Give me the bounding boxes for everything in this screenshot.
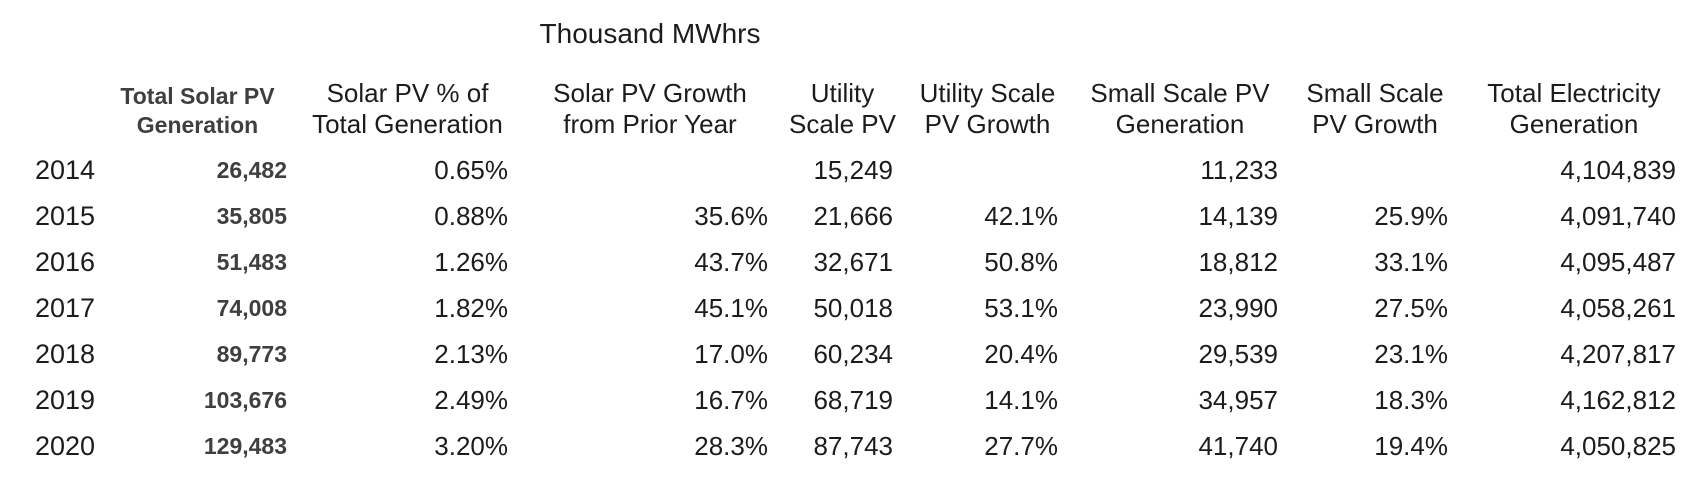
solar-pv-pct-of-total-cell: 0.88% xyxy=(434,200,508,231)
header-solar-pv-pct-of-total: Solar PV % of Total Generation xyxy=(312,78,503,139)
total-solar-pv-generation-cell: 103,676 xyxy=(203,386,287,413)
small-scale-pv-growth-cell: 19.4% xyxy=(1374,430,1448,461)
solar-pv-pct-of-total-cell: 1.82% xyxy=(434,292,508,323)
total-electricity-generation-cell: 4,095,487 xyxy=(1560,246,1676,277)
solar-pv-pct-of-total-cell: 3.20% xyxy=(434,430,508,461)
header-solar-pv-growth-prior-year: Solar PV Growth from Prior Year xyxy=(553,78,747,139)
header-total-solar-pv-generation: Total Solar PV Generation xyxy=(120,83,275,138)
data-table: Total Solar PV Generation Solar PV % of … xyxy=(0,50,1688,469)
utility-scale-pv-growth-cell xyxy=(905,147,1070,193)
table-row: 2018 89,773 2.13% 17.0% 60,234 20.4% 29,… xyxy=(0,331,1688,377)
small-scale-pv-generation-cell: 23,990 xyxy=(1198,292,1278,323)
table-row: 2019 103,676 2.49% 16.7% 68,719 14.1% 34… xyxy=(0,377,1688,423)
solar-pv-pct-of-total-cell: 2.13% xyxy=(434,338,508,369)
small-scale-pv-generation-cell: 14,139 xyxy=(1198,200,1278,231)
header-utility-scale-pv-growth: Utility Scale PV Growth xyxy=(919,78,1056,139)
solar-pv-pct-of-total-cell: 2.49% xyxy=(434,384,508,415)
small-scale-pv-generation-cell: 11,233 xyxy=(1200,154,1278,185)
solar-pv-growth-prior-year-cell: 45.1% xyxy=(694,292,768,323)
total-electricity-generation-cell: 4,104,839 xyxy=(1560,154,1676,185)
total-solar-pv-generation-cell: 51,483 xyxy=(216,248,287,275)
utility-scale-pv-growth-cell: 27.7% xyxy=(984,430,1058,461)
small-scale-pv-growth-cell: 27.5% xyxy=(1374,292,1448,323)
utility-scale-pv-growth-cell: 20.4% xyxy=(984,338,1058,369)
small-scale-pv-generation-cell: 41,740 xyxy=(1198,430,1278,461)
small-scale-pv-growth-cell: 23.1% xyxy=(1374,338,1448,369)
table-body: 2014 26,482 0.65% 15,249 11,233 4,104,83… xyxy=(0,147,1688,469)
utility-scale-pv-growth-cell: 14.1% xyxy=(984,384,1058,415)
year-cell: 2015 xyxy=(35,200,96,231)
table-title: Thousand MWhrs xyxy=(539,18,761,49)
header-utility-scale-pv: Utility Scale PV xyxy=(789,78,896,139)
total-solar-pv-generation-cell: 35,805 xyxy=(216,202,287,229)
year-cell: 2016 xyxy=(35,246,96,277)
solar-pv-growth-prior-year-cell xyxy=(520,147,780,193)
header-small-scale-pv-generation: Small Scale PV Generation xyxy=(1090,78,1270,139)
total-solar-pv-generation-cell: 74,008 xyxy=(216,294,287,321)
utility-scale-pv-cell: 32,671 xyxy=(813,246,893,277)
header-total-electricity-generation: Total Electricity Generation xyxy=(1487,78,1661,139)
solar-pv-pct-of-total-cell: 0.65% xyxy=(434,154,508,185)
table-row: 2014 26,482 0.65% 15,249 11,233 4,104,83… xyxy=(0,147,1688,193)
total-solar-pv-generation-cell: 89,773 xyxy=(216,340,287,367)
utility-scale-pv-cell: 68,719 xyxy=(813,384,893,415)
solar-pv-growth-prior-year-cell: 28.3% xyxy=(694,430,768,461)
year-cell: 2017 xyxy=(35,292,96,323)
solar-pv-growth-prior-year-cell: 17.0% xyxy=(694,338,768,369)
year-cell: 2014 xyxy=(35,154,96,185)
small-scale-pv-growth-cell: 25.9% xyxy=(1374,200,1448,231)
header-year xyxy=(0,50,100,147)
utility-scale-pv-growth-cell: 53.1% xyxy=(984,292,1058,323)
utility-scale-pv-cell: 87,743 xyxy=(813,430,893,461)
year-cell: 2018 xyxy=(35,338,96,369)
year-cell: 2019 xyxy=(35,384,96,415)
solar-pv-growth-prior-year-cell: 16.7% xyxy=(694,384,768,415)
utility-scale-pv-growth-cell: 42.1% xyxy=(984,200,1058,231)
total-electricity-generation-cell: 4,091,740 xyxy=(1560,200,1676,231)
small-scale-pv-generation-cell: 34,957 xyxy=(1198,384,1278,415)
table-row: 2020 129,483 3.20% 28.3% 87,743 27.7% 41… xyxy=(0,423,1688,469)
header-row: Total Solar PV Generation Solar PV % of … xyxy=(0,50,1688,147)
table-row: 2015 35,805 0.88% 35.6% 21,666 42.1% 14,… xyxy=(0,193,1688,239)
utility-scale-pv-cell: 60,234 xyxy=(813,338,893,369)
utility-scale-pv-cell: 50,018 xyxy=(813,292,893,323)
total-electricity-generation-cell: 4,162,812 xyxy=(1560,384,1676,415)
small-scale-pv-generation-cell: 18,812 xyxy=(1198,246,1278,277)
table-header: Total Solar PV Generation Solar PV % of … xyxy=(0,50,1688,147)
year-cell: 2020 xyxy=(35,430,96,461)
utility-scale-pv-cell: 15,249 xyxy=(813,154,893,185)
small-scale-pv-growth-cell xyxy=(1290,147,1460,193)
total-solar-pv-generation-cell: 129,483 xyxy=(203,432,287,459)
small-scale-pv-growth-cell: 33.1% xyxy=(1374,246,1448,277)
small-scale-pv-growth-cell: 18.3% xyxy=(1374,384,1448,415)
small-scale-pv-generation-cell: 29,539 xyxy=(1198,338,1278,369)
table-row: 2017 74,008 1.82% 45.1% 50,018 53.1% 23,… xyxy=(0,285,1688,331)
solar-pv-growth-prior-year-cell: 35.6% xyxy=(694,200,768,231)
total-electricity-generation-cell: 4,058,261 xyxy=(1560,292,1676,323)
solar-pv-pct-of-total-cell: 1.26% xyxy=(434,246,508,277)
total-electricity-generation-cell: 4,207,817 xyxy=(1560,338,1676,369)
utility-scale-pv-growth-cell: 50.8% xyxy=(984,246,1058,277)
total-solar-pv-generation-cell: 26,482 xyxy=(216,156,287,183)
solar-pv-growth-prior-year-cell: 43.7% xyxy=(694,246,768,277)
table-row: 2016 51,483 1.26% 43.7% 32,671 50.8% 18,… xyxy=(0,239,1688,285)
total-electricity-generation-cell: 4,050,825 xyxy=(1560,430,1676,461)
utility-scale-pv-cell: 21,666 xyxy=(813,200,893,231)
header-small-scale-pv-growth: Small Scale PV Growth xyxy=(1306,78,1444,139)
